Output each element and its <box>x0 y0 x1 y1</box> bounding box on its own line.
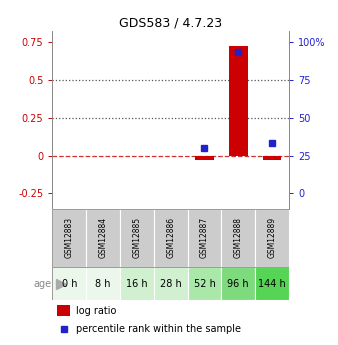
Text: 52 h: 52 h <box>194 278 215 288</box>
Bar <box>188 209 221 267</box>
Text: 28 h: 28 h <box>160 278 182 288</box>
Bar <box>195 156 214 160</box>
Text: log ratio: log ratio <box>76 306 116 316</box>
Text: 16 h: 16 h <box>126 278 148 288</box>
Text: GSM12887: GSM12887 <box>200 217 209 258</box>
Text: 96 h: 96 h <box>227 278 249 288</box>
Text: 144 h: 144 h <box>258 278 286 288</box>
Text: GSM12885: GSM12885 <box>132 217 141 258</box>
Text: GSM12883: GSM12883 <box>65 217 74 258</box>
Bar <box>188 267 221 300</box>
Text: GSM12884: GSM12884 <box>99 217 107 258</box>
Bar <box>52 209 86 267</box>
Bar <box>263 156 281 160</box>
Bar <box>255 209 289 267</box>
Bar <box>120 209 154 267</box>
Bar <box>154 267 188 300</box>
Bar <box>229 46 247 156</box>
Text: percentile rank within the sample: percentile rank within the sample <box>76 324 241 334</box>
Bar <box>86 267 120 300</box>
Bar <box>221 209 255 267</box>
Text: 8 h: 8 h <box>95 278 111 288</box>
Title: GDS583 / 4.7.23: GDS583 / 4.7.23 <box>119 17 222 30</box>
Bar <box>57 305 70 316</box>
Bar <box>255 267 289 300</box>
Text: 0 h: 0 h <box>62 278 77 288</box>
Bar <box>154 209 188 267</box>
Bar <box>52 267 86 300</box>
Text: GSM12886: GSM12886 <box>166 217 175 258</box>
Bar <box>120 267 154 300</box>
Text: age: age <box>33 278 52 288</box>
Bar <box>221 267 255 300</box>
Text: GSM12889: GSM12889 <box>268 217 276 258</box>
Text: GSM12888: GSM12888 <box>234 217 243 258</box>
Bar <box>86 209 120 267</box>
